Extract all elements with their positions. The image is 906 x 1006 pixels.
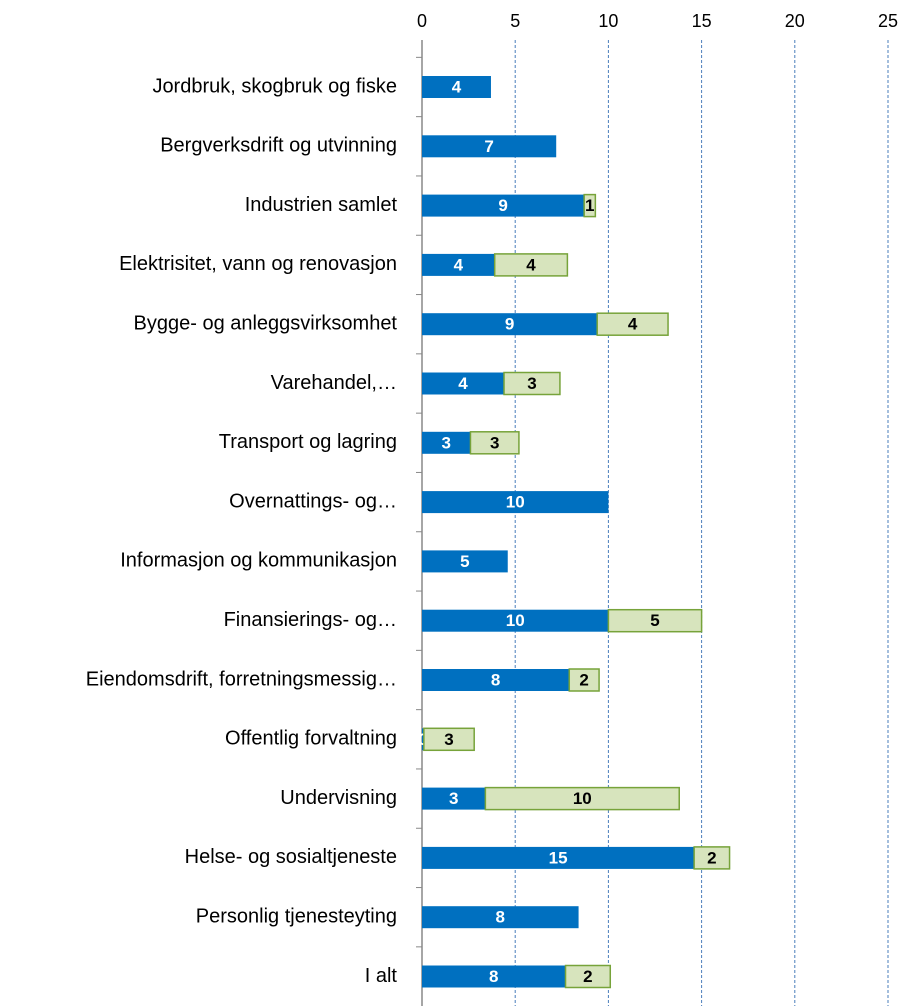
bar	[422, 194, 585, 217]
bar	[422, 669, 570, 691]
value-label: 15	[549, 848, 568, 867]
value-label: 3	[444, 730, 453, 749]
value-label: 9	[505, 315, 514, 334]
bar	[422, 965, 566, 988]
x-tick-label: 20	[785, 11, 805, 31]
value-label: 2	[579, 670, 588, 689]
bar	[422, 135, 557, 158]
x-tick-label: 0	[417, 11, 427, 31]
bar	[422, 76, 491, 98]
value-label: 3	[527, 374, 536, 393]
value-label: 4	[628, 315, 638, 334]
x-tick-label: 25	[878, 11, 898, 31]
y-tick-label: Offentlig forvaltning	[225, 728, 397, 750]
y-tick-label: Overnattings- og…	[229, 490, 397, 512]
y-tick-label: Bygge- og anleggsvirksomhet	[134, 312, 398, 334]
value-label: 8	[491, 670, 500, 689]
value-label: 9	[498, 196, 507, 215]
bar	[422, 787, 486, 810]
y-tick-label: Helse- og sosialtjeneste	[185, 846, 397, 868]
bar	[422, 491, 609, 514]
y-tick-label: Transport og lagring	[219, 431, 397, 453]
value-label: 1	[585, 196, 594, 215]
y-tick-label: Undervisning	[280, 787, 397, 809]
value-label: 5	[650, 611, 659, 630]
x-tick-label: 5	[510, 11, 520, 31]
bar	[422, 550, 508, 573]
y-tick-label: Eiendomsdrift, forretningsmessig…	[86, 668, 397, 690]
bar	[607, 608, 703, 633]
bar	[583, 193, 597, 218]
value-label: 10	[506, 493, 525, 512]
bar	[564, 964, 612, 989]
value-label: 3	[441, 433, 450, 452]
bar	[422, 728, 424, 751]
value-label: 10	[506, 611, 525, 630]
value-label: 2	[707, 848, 716, 867]
bar	[422, 253, 495, 276]
y-tick-label: Finansierings- og…	[224, 609, 397, 631]
value-label: 8	[489, 967, 498, 986]
value-label: 4	[452, 77, 462, 96]
bar	[422, 906, 579, 929]
value-label: 5	[460, 552, 469, 571]
value-label: 7	[484, 137, 493, 156]
value-label: 2	[583, 967, 592, 986]
bar	[469, 431, 520, 455]
bar	[503, 371, 561, 396]
y-tick-label: Elektrisitet, vann og renovasjon	[119, 253, 397, 275]
bar	[484, 786, 680, 811]
bar	[422, 313, 598, 336]
bar	[493, 253, 569, 277]
bar	[422, 431, 471, 454]
y-tick-label: Varehandel,…	[271, 372, 397, 394]
bar	[423, 727, 475, 752]
bar	[596, 312, 669, 336]
value-label: 4	[458, 374, 468, 393]
y-tick-label: Industrien samlet	[245, 194, 398, 216]
value-label: 4	[454, 255, 464, 274]
x-tick-label: 10	[598, 11, 618, 31]
value-label: 3	[449, 789, 458, 808]
y-tick-label: I alt	[365, 965, 398, 987]
y-tick-label: Jordbruk, skogbruk og fiske	[152, 75, 397, 97]
x-tick-label: 15	[692, 11, 712, 31]
bar	[422, 846, 695, 869]
y-tick-label: Bergverksdrift og utvinning	[160, 135, 397, 157]
bar	[568, 668, 600, 692]
y-tick-label: Informasjon og kommunikasjon	[120, 550, 397, 572]
value-label: 3	[490, 433, 499, 452]
bar	[693, 846, 731, 870]
value-label: 10	[573, 789, 592, 808]
value-label: 0	[418, 730, 427, 749]
value-label: 4	[526, 255, 536, 274]
y-tick-label: Personlig tjenesteyting	[196, 905, 397, 927]
value-label: 8	[496, 908, 505, 927]
bar	[422, 372, 505, 395]
bar	[422, 609, 609, 632]
